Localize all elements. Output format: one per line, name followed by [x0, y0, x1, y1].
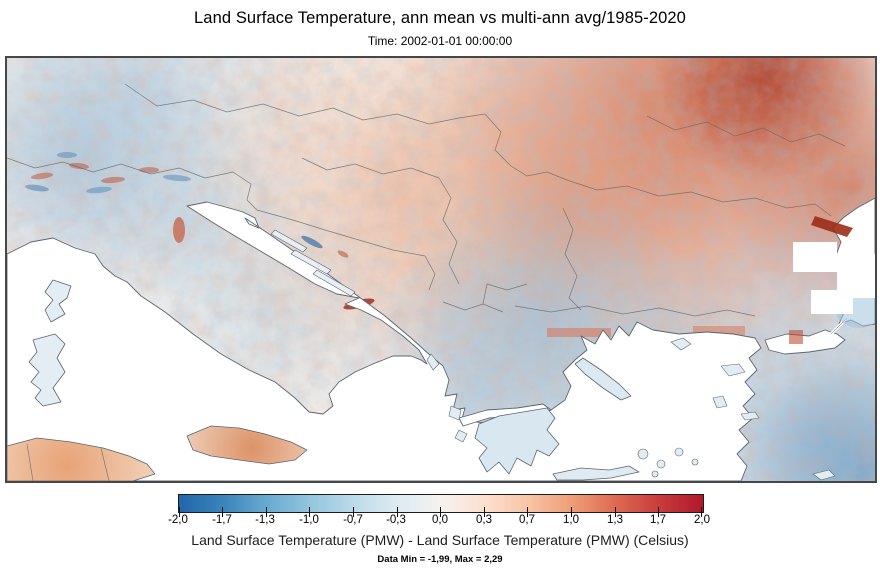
tick-label: 0,0	[432, 514, 448, 526]
tick-label: -0,7	[343, 514, 363, 526]
africa-borders	[26, 443, 110, 481]
colorbar-tick	[701, 507, 702, 517]
peloponnese	[474, 407, 560, 475]
colorbar-tick	[266, 507, 267, 517]
north-africa	[7, 437, 156, 481]
tick-label: 1,7	[650, 514, 666, 526]
tick-label: -1,3	[255, 514, 275, 526]
colorbar-tick	[179, 507, 180, 517]
colorbar-tick	[615, 507, 616, 517]
colorbar-caption: Land Surface Temperature (PMW) - Land Su…	[191, 532, 689, 548]
colorbar-tick	[484, 507, 485, 517]
country-borders	[7, 83, 846, 317]
tick-label: -1,7	[212, 514, 232, 526]
colorbar-tick	[571, 507, 572, 517]
tick-label: 0,3	[476, 514, 492, 526]
crete	[552, 465, 640, 481]
colorbar-tick	[527, 507, 528, 517]
colorbar-tick	[222, 507, 223, 517]
sardinia	[28, 333, 66, 407]
colorbar-tick	[397, 507, 398, 517]
tick-label: 1,0	[563, 514, 579, 526]
tick-label: 0,7	[519, 514, 535, 526]
missing-data-tiles	[793, 242, 875, 314]
tick-label: -1,0	[299, 514, 319, 526]
map-frame	[5, 56, 877, 483]
colorbar-tick	[658, 507, 659, 517]
tick-label: 1,3	[607, 514, 623, 526]
data-min-max: Data Min = -1,99, Max = 2,29	[377, 554, 503, 565]
tick-label: 2,0	[694, 514, 710, 526]
tick-label: -2,0	[168, 514, 188, 526]
venice-red-spot	[173, 217, 185, 243]
colorbar-tick	[440, 507, 441, 517]
euboea	[574, 357, 632, 401]
corsica	[44, 279, 72, 323]
colorbar-tick	[309, 507, 310, 517]
figure-title: Land Surface Temperature, ann mean vs mu…	[194, 9, 686, 27]
islands	[7, 229, 836, 481]
colorbar-tick	[353, 507, 354, 517]
aegean-islands	[637, 337, 836, 481]
figure-subtitle: Time: 2002-01-01 00:00:00	[367, 34, 513, 48]
map-canvas	[7, 58, 875, 481]
colorbar-tick-labels: -2,0 -1,7 -1,3 -1,0 -0,7 -0,3 0,0 0,3 0,…	[168, 514, 710, 528]
tick-label: -0,3	[386, 514, 406, 526]
sicily	[186, 425, 308, 465]
dalmatian-islands	[270, 229, 356, 297]
danube-delta-hotspot	[811, 216, 853, 237]
colorbar	[178, 494, 704, 517]
ionian-islands	[426, 353, 468, 443]
